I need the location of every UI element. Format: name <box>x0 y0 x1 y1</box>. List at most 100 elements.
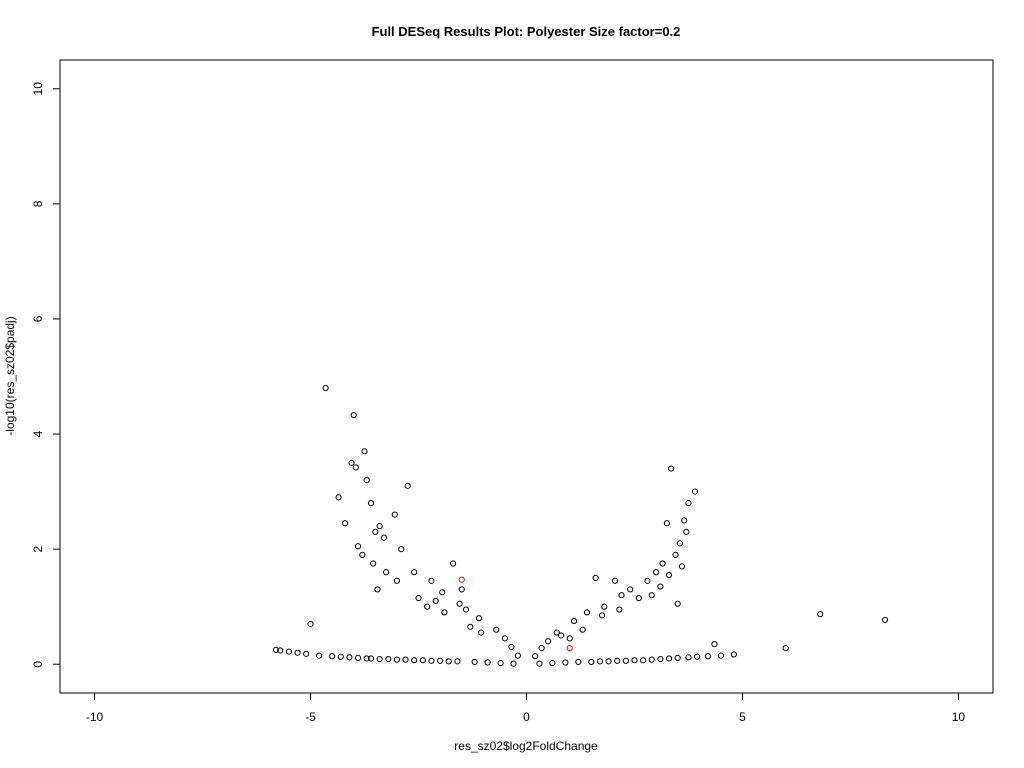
data-point <box>657 655 664 663</box>
data-point <box>272 646 280 653</box>
data-point <box>439 589 446 596</box>
data-point <box>510 660 517 667</box>
plot-frame <box>59 59 994 694</box>
data-point <box>508 643 515 651</box>
data-point <box>717 652 724 659</box>
data-point <box>411 569 418 576</box>
data-point <box>354 543 362 550</box>
data-point <box>579 626 586 633</box>
highlight-point <box>566 645 573 652</box>
data-point <box>598 612 606 619</box>
x-axis: -10 -5 0 5 10 <box>86 693 965 724</box>
x-axis-label: res_sz02$log2FoldChange <box>454 739 598 753</box>
highlight-point <box>458 576 465 583</box>
data-point <box>601 603 608 610</box>
data-point <box>370 560 377 567</box>
data-point <box>437 657 444 664</box>
data-point <box>398 546 405 553</box>
data-point <box>592 574 599 582</box>
data-point <box>419 657 426 664</box>
data-point <box>462 606 470 613</box>
data-point <box>346 654 353 661</box>
data-point <box>683 528 690 535</box>
data-point <box>704 653 712 660</box>
data-point <box>648 656 655 663</box>
data-point <box>588 658 595 666</box>
data-point <box>681 517 688 524</box>
data-point <box>553 629 560 636</box>
data-point <box>367 500 375 507</box>
data-point <box>575 658 582 666</box>
data-point <box>611 577 619 584</box>
data-point <box>383 569 390 576</box>
data-point <box>285 648 293 655</box>
data-point <box>635 594 642 602</box>
data-point <box>322 384 329 392</box>
data-point <box>663 520 670 527</box>
data-point <box>536 660 543 667</box>
y-tick-label: 4 <box>31 430 45 437</box>
data-point <box>605 658 612 665</box>
data-point <box>454 658 461 665</box>
data-point <box>424 603 431 610</box>
data-point <box>471 658 478 666</box>
data-point <box>644 577 651 584</box>
data-point <box>497 659 504 667</box>
data-point <box>354 654 362 661</box>
data-point <box>711 640 718 648</box>
y-tick-label: 10 <box>31 82 45 96</box>
data-point <box>380 534 388 541</box>
data-point <box>668 465 675 472</box>
data-point <box>678 563 686 570</box>
data-point <box>428 657 435 664</box>
data-point <box>404 482 411 489</box>
data-point <box>657 583 664 590</box>
data-point <box>622 657 629 664</box>
data-point <box>549 659 556 667</box>
data-point <box>596 658 604 665</box>
data-point <box>363 476 370 484</box>
data-point <box>376 655 383 663</box>
y-axis: 0 2 4 6 8 10 <box>31 82 60 668</box>
data-point <box>478 629 485 636</box>
data-point <box>648 592 655 599</box>
data-point <box>367 655 375 662</box>
data-point <box>659 560 666 567</box>
data-point <box>335 494 342 501</box>
data-point <box>557 632 565 639</box>
data-point <box>484 659 491 666</box>
data-point <box>449 560 457 567</box>
data-point <box>566 635 573 642</box>
data-point <box>730 651 737 658</box>
data-point <box>881 616 889 624</box>
data-point <box>432 597 439 605</box>
x-tick-label: -5 <box>305 710 316 724</box>
data-point <box>676 540 683 547</box>
data-point <box>458 586 465 593</box>
y-tick-label: 8 <box>31 200 45 207</box>
data-point <box>475 615 483 622</box>
data-point <box>544 638 552 645</box>
data-point <box>329 653 336 660</box>
data-point <box>672 551 679 558</box>
data-point <box>467 623 474 630</box>
data-point <box>393 577 401 584</box>
chart-title: Full DESeq Results Plot: Polyester Size … <box>372 24 681 39</box>
data-point <box>782 645 789 652</box>
data-point <box>352 464 359 471</box>
data-point <box>393 656 401 663</box>
data-point <box>501 635 509 642</box>
data-point <box>665 655 673 662</box>
data-point <box>445 658 452 665</box>
data-point <box>685 500 692 507</box>
y-tick-label: 0 <box>31 661 45 668</box>
data-point <box>441 609 448 616</box>
data-point <box>415 594 422 602</box>
data-point <box>627 586 634 593</box>
data-point <box>562 659 569 666</box>
data-point <box>674 600 681 607</box>
data-point <box>674 654 681 661</box>
data-point <box>652 569 660 576</box>
